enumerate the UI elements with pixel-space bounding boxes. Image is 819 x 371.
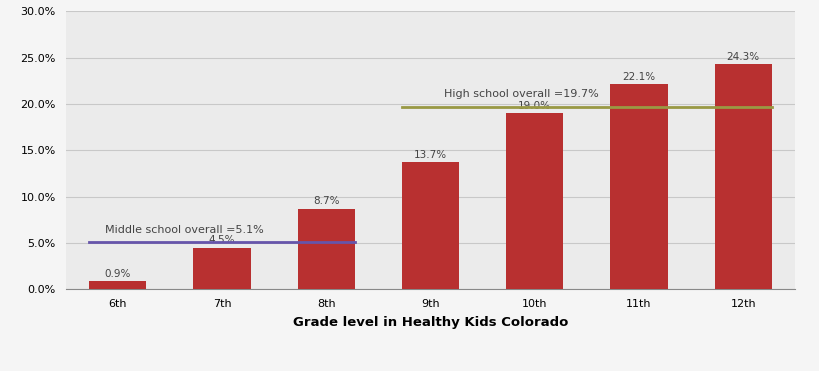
Bar xyxy=(297,209,355,289)
Text: 22.1%: 22.1% xyxy=(622,72,654,82)
Bar xyxy=(193,248,251,289)
Bar xyxy=(89,281,147,289)
Text: Middle school overall =5.1%: Middle school overall =5.1% xyxy=(105,225,263,235)
Bar xyxy=(609,84,667,289)
Bar xyxy=(401,162,459,289)
Text: High school overall =19.7%: High school overall =19.7% xyxy=(443,89,598,99)
Bar xyxy=(505,113,563,289)
Text: 4.5%: 4.5% xyxy=(209,235,235,245)
Text: 19.0%: 19.0% xyxy=(518,101,550,111)
X-axis label: Grade level in Healthy Kids Colorado: Grade level in Healthy Kids Colorado xyxy=(292,316,568,329)
Text: 0.9%: 0.9% xyxy=(104,269,131,279)
Bar xyxy=(713,64,771,289)
Text: 13.7%: 13.7% xyxy=(414,150,446,160)
Text: 8.7%: 8.7% xyxy=(313,196,339,206)
Text: 24.3%: 24.3% xyxy=(726,52,759,62)
